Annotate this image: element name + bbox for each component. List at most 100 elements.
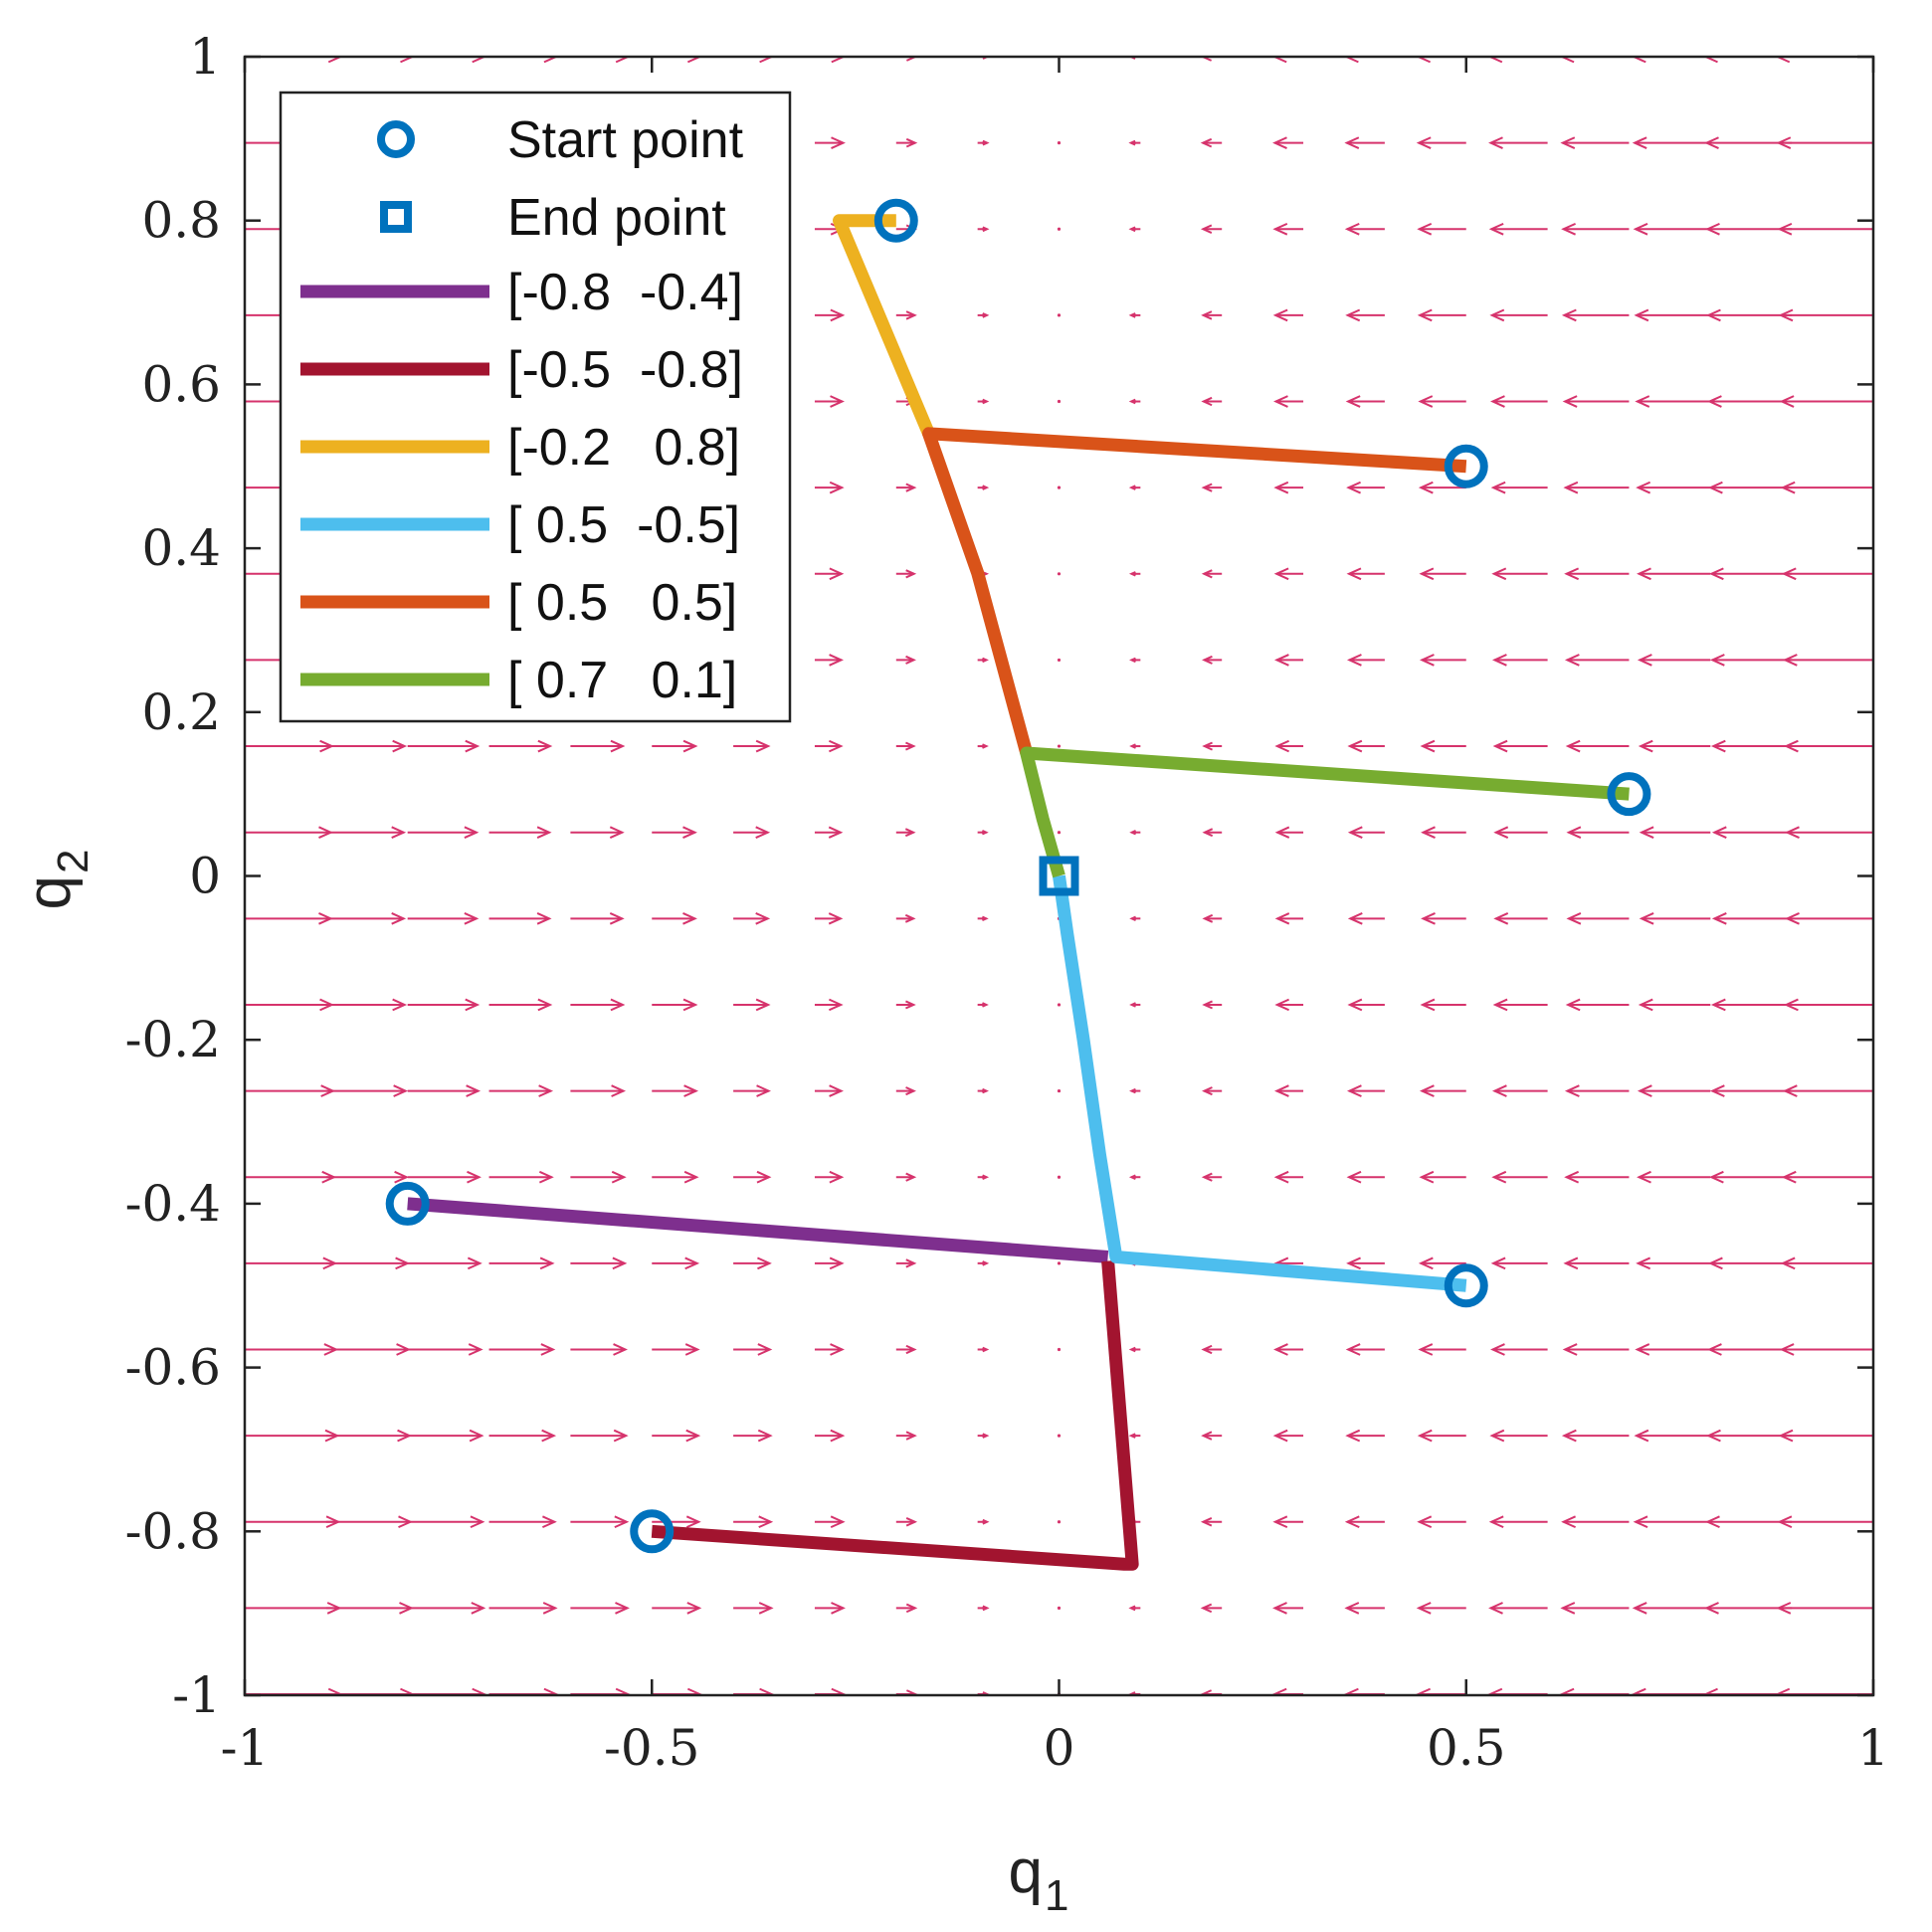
field-arrow-head [1272, 308, 1288, 322]
field-arrow [814, 481, 845, 494]
field-arrow [733, 998, 771, 1012]
field-arrow-head [464, 912, 480, 925]
field-arrow-head [682, 912, 697, 925]
field-arrow [1709, 654, 1793, 667]
field-arrow-head [1775, 57, 1791, 64]
field-arrow-head [1631, 57, 1646, 64]
field-arrow [1128, 1605, 1141, 1612]
field-arrow-head [1706, 395, 1722, 408]
field-arrow-head [830, 1343, 845, 1356]
field-arrow [652, 1084, 699, 1097]
field-arrow [1057, 1003, 1062, 1007]
field-arrow-head [465, 739, 481, 753]
field-arrow-head [1491, 567, 1507, 581]
field-arrow [488, 1515, 557, 1529]
field-arrow [1633, 222, 1711, 236]
field-arrow [1274, 998, 1304, 1012]
field-arrow-head [613, 1429, 629, 1443]
field-arrow-head [1710, 739, 1726, 753]
field-arrow [1779, 1343, 1873, 1356]
field-arrow [652, 1515, 701, 1529]
field-arrow [1272, 1429, 1304, 1443]
field-arrow [1057, 1520, 1062, 1524]
field-arrow-head [1780, 481, 1796, 494]
field-arrow-head [1487, 57, 1503, 64]
field-arrow-head [1562, 395, 1578, 408]
field-arrow-head [1418, 481, 1434, 494]
field-arrow [895, 569, 917, 579]
field-arrow [407, 1515, 485, 1529]
field-arrow [1779, 395, 1873, 408]
field-arrow [488, 826, 552, 840]
field-arrow-head [1271, 57, 1287, 64]
start-point-marker-5 [1444, 444, 1488, 488]
field-arrow-head [1707, 481, 1723, 494]
field-arrow-head [1128, 139, 1136, 146]
field-arrow [407, 1602, 486, 1615]
start-point-marker-1 [385, 1181, 430, 1226]
field-arrow-head [682, 739, 698, 753]
field-arrow [652, 998, 698, 1012]
field-arrow-head [1420, 998, 1436, 1012]
field-arrow-head [1711, 826, 1727, 840]
field-arrow-head [1563, 481, 1579, 494]
field-arrow [1272, 136, 1304, 149]
field-arrow-head [1346, 1256, 1361, 1270]
field-arrow [1634, 1429, 1711, 1443]
field-arrow [1708, 567, 1793, 581]
field-arrow [1563, 1256, 1630, 1270]
field-arrow [977, 1087, 989, 1094]
field-arrow-head [615, 57, 631, 64]
field-arrow-head [905, 137, 918, 148]
field-arrow-head [1416, 57, 1432, 64]
field-arrow-head [828, 912, 844, 925]
field-arrow [1561, 1429, 1630, 1443]
field-arrow-head [982, 1518, 990, 1525]
field-arrow [570, 998, 626, 1012]
field-arrow [895, 1603, 918, 1614]
field-arrow [325, 739, 408, 753]
field-arrow [1129, 1087, 1141, 1094]
field-arrow [1566, 912, 1630, 925]
field-arrow-head [1272, 136, 1287, 149]
legend-label-start: Start point [507, 111, 744, 169]
field-arrow-head [537, 739, 553, 753]
legend-label-6: [ 0.7 0.1] [507, 652, 737, 709]
field-arrow [1421, 826, 1466, 840]
field-arrow-head [1343, 57, 1359, 64]
field-arrow-head [982, 1605, 990, 1612]
field-arrow [1636, 1256, 1711, 1270]
field-arrow-head [758, 1515, 774, 1529]
field-arrow [1418, 1256, 1466, 1270]
field-arrow-head [1201, 310, 1213, 320]
field-arrow-head [1490, 1343, 1505, 1356]
field-arrow-head [1346, 481, 1361, 494]
field-arrow-head [1274, 1084, 1289, 1097]
field-arrow [1347, 739, 1385, 753]
field-arrow-head [1566, 826, 1582, 840]
field-arrow [1418, 395, 1466, 408]
field-arrow-head [1129, 915, 1137, 921]
field-arrow [1273, 567, 1304, 581]
field-arrow-head [1344, 136, 1360, 149]
field-arrow [1565, 998, 1630, 1012]
field-arrow-head [1780, 1256, 1796, 1270]
field-arrow-head [830, 308, 846, 322]
field-arrow [1200, 57, 1223, 62]
field-arrow [1493, 912, 1548, 925]
field-arrow [977, 830, 989, 836]
field-arrow [325, 57, 415, 64]
field-arrow-head [1201, 1431, 1213, 1441]
field-arrow-head [1417, 308, 1433, 322]
field-arrow-head [1711, 912, 1727, 925]
field-arrow-head [1639, 912, 1654, 925]
field-arrow [814, 739, 844, 753]
field-arrow [652, 57, 702, 64]
field-arrow-head [829, 654, 844, 667]
field-arrow-head [1128, 312, 1136, 318]
field-arrow [814, 1429, 846, 1443]
start-point-marker-3 [873, 198, 918, 243]
field-arrow [1638, 998, 1711, 1012]
field-arrow [652, 826, 697, 840]
field-arrow-head [471, 1602, 486, 1615]
